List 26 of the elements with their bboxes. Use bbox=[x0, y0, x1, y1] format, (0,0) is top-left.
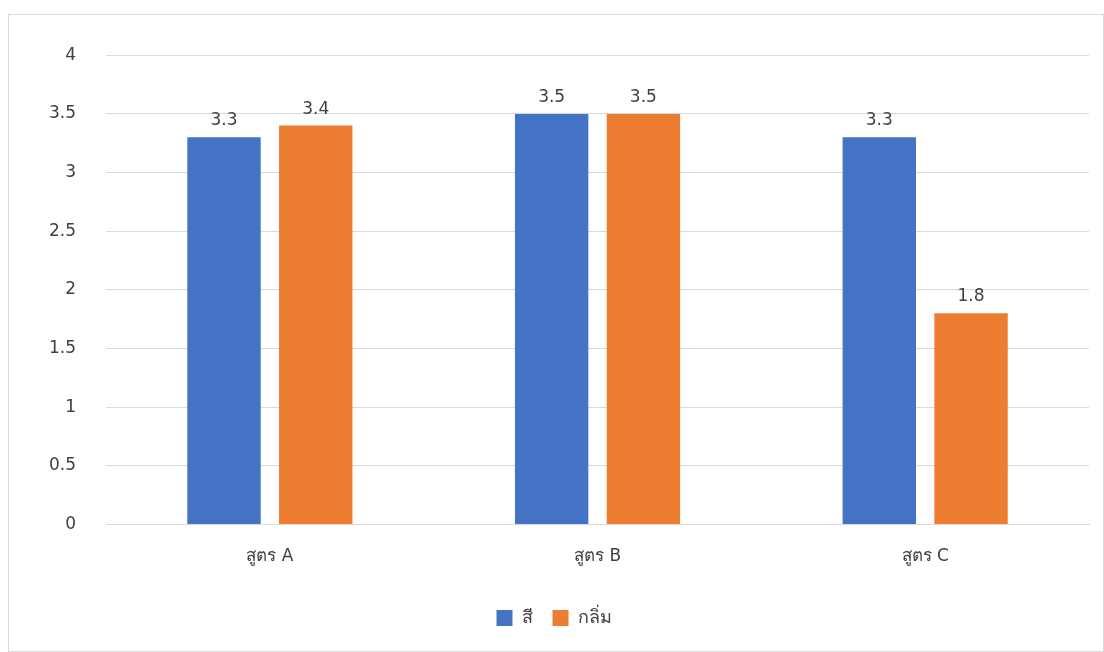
data-label: 3.3 bbox=[865, 109, 893, 130]
data-label: 3.3 bbox=[210, 109, 238, 130]
y-tick-label: 4 bbox=[65, 43, 77, 64]
y-tick-label: 2.5 bbox=[48, 219, 77, 240]
y-tick-label: 2 bbox=[65, 278, 77, 299]
bar bbox=[606, 113, 681, 525]
legend-label: สี bbox=[521, 605, 533, 627]
data-label: 3.5 bbox=[538, 85, 566, 106]
y-tick-label: 1 bbox=[65, 395, 77, 416]
y-tick-label: 3.5 bbox=[48, 102, 77, 123]
bar bbox=[279, 125, 353, 525]
data-label: 3.4 bbox=[302, 97, 330, 118]
x-tick-label: สูตร C bbox=[901, 545, 949, 567]
legend-label: กลิ่ม bbox=[577, 603, 612, 627]
bar bbox=[514, 113, 589, 525]
x-tick-label: สูตร A bbox=[246, 545, 294, 567]
y-tick-label: 0.5 bbox=[48, 454, 77, 475]
bar bbox=[187, 137, 261, 525]
y-tick-label: 1.5 bbox=[48, 337, 77, 357]
data-label: 1.8 bbox=[957, 285, 985, 306]
y-tick-label: 3 bbox=[65, 160, 77, 181]
data-label: 3.5 bbox=[629, 85, 657, 106]
y-tick-label: 0 bbox=[65, 513, 77, 534]
bar bbox=[934, 313, 1008, 525]
x-tick-label: สูตร B bbox=[573, 545, 622, 567]
bar bbox=[842, 137, 916, 525]
